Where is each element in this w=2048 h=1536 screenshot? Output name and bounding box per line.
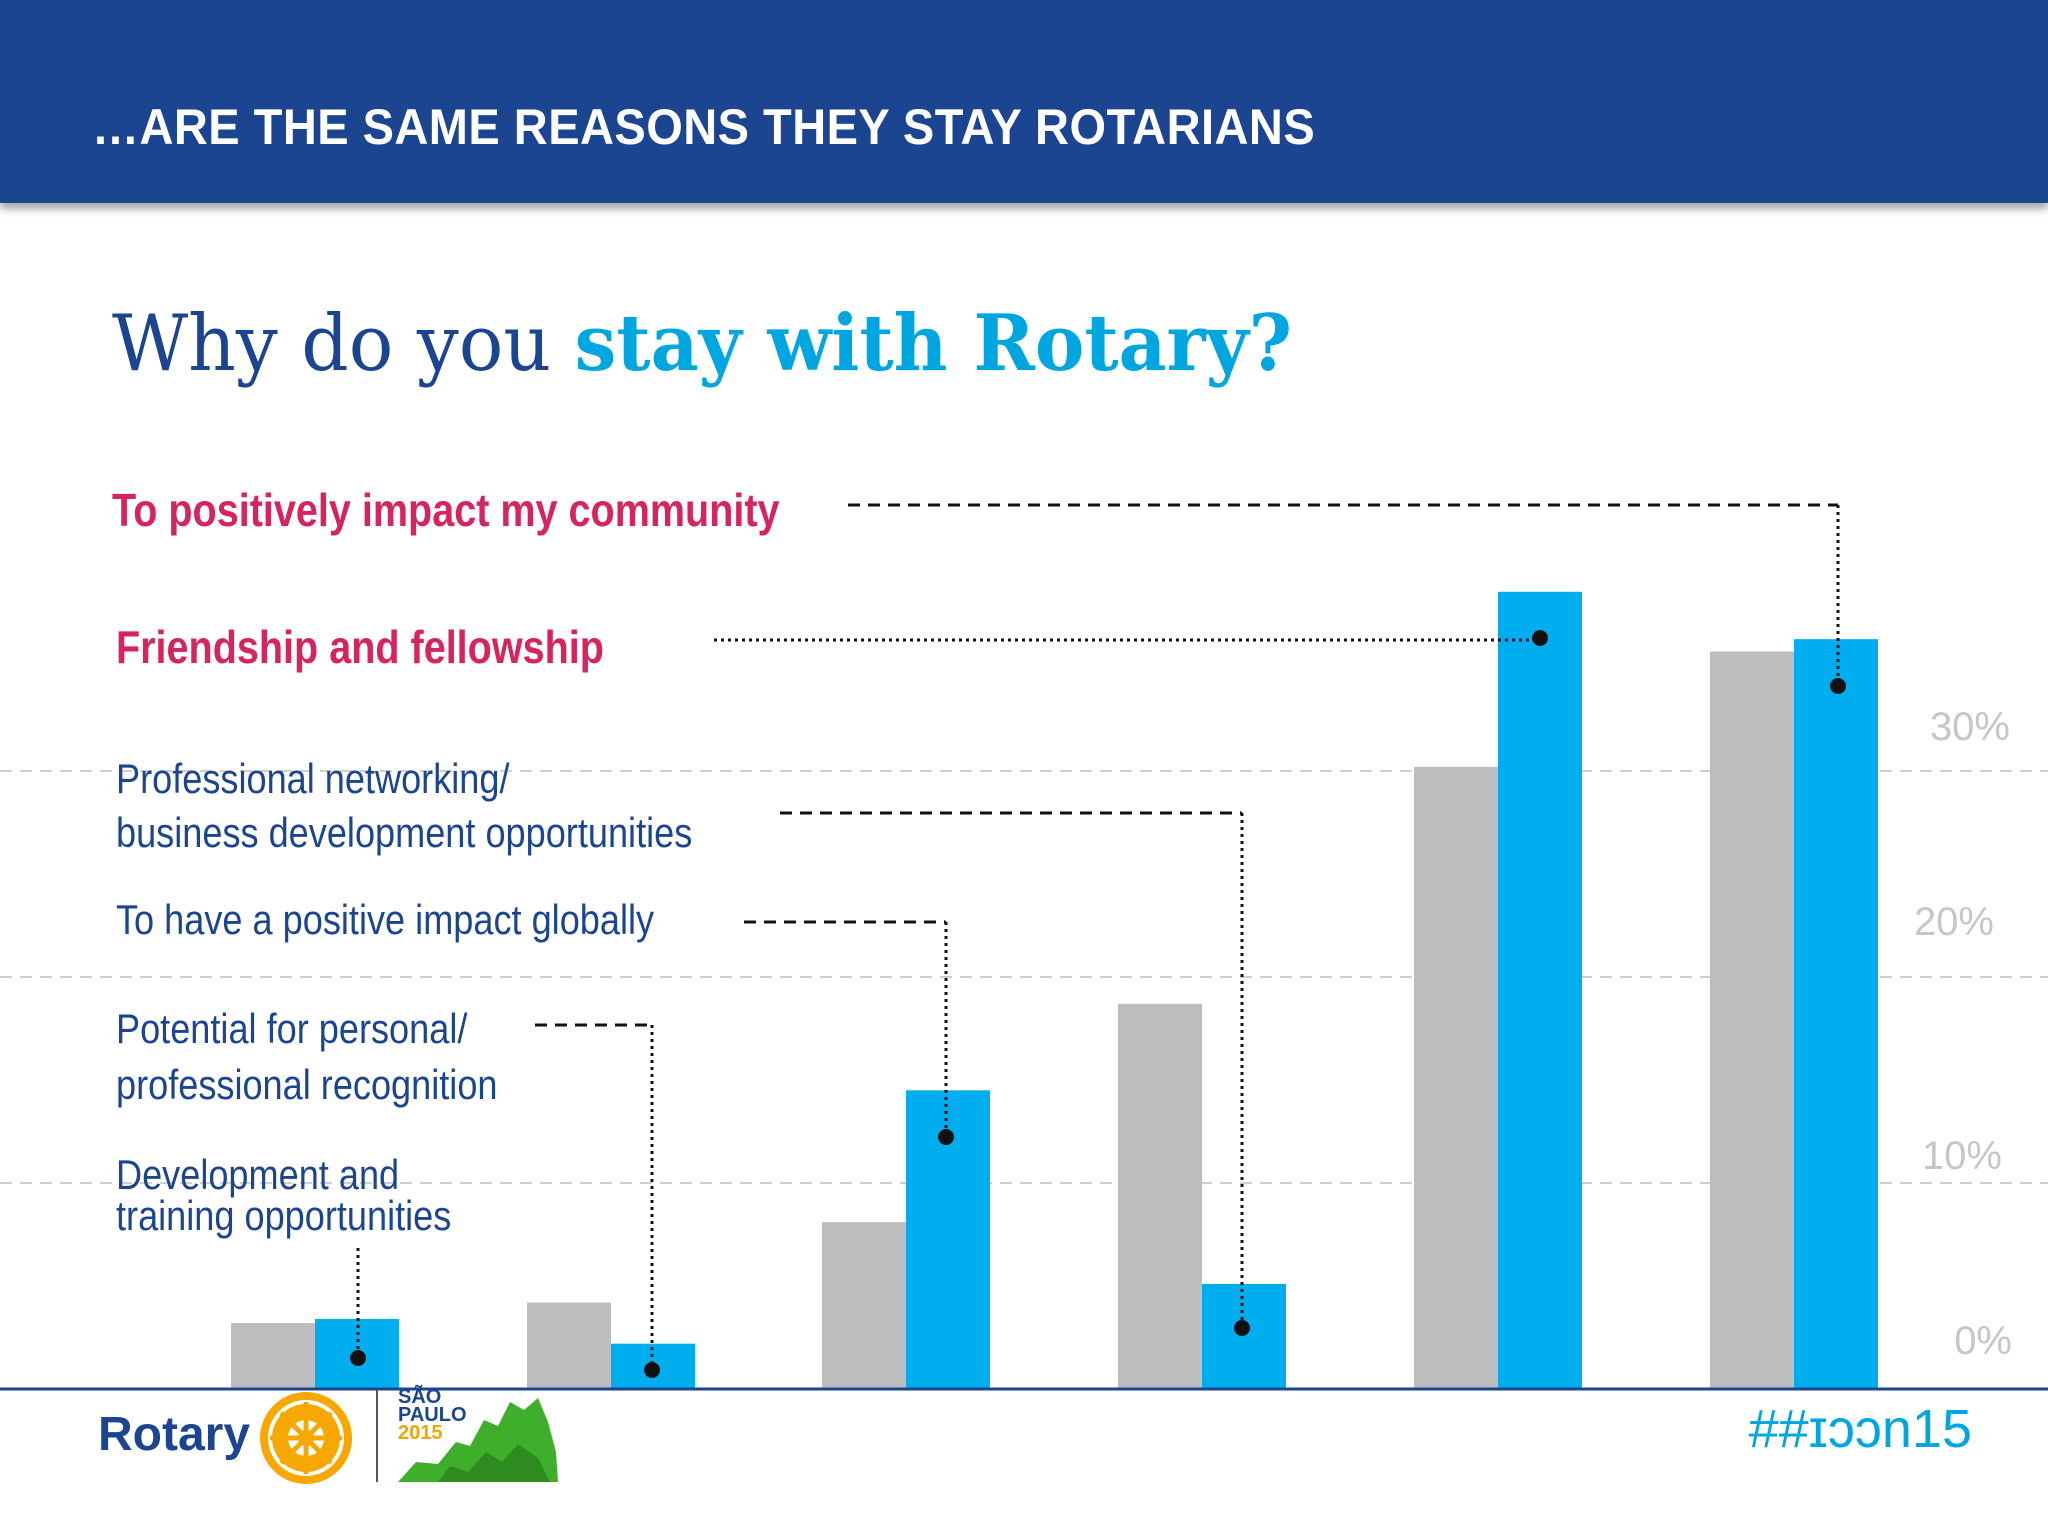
label-development-line2: training opportunities [116,1192,452,1239]
header-title: …ARE THE SAME REASONS THEY STAY ROTARIAN… [92,99,1316,155]
convention-line1: SÃO [398,1386,442,1408]
rotary-logo-text: Rotary [98,1408,251,1461]
header-bar: …ARE THE SAME REASONS THEY STAY ROTARIAN… [0,0,2048,203]
convention-year: 2015 [398,1422,443,1444]
connector-community-dot [1830,678,1846,694]
bar-blue [1202,1283,1286,1389]
convention-logo-text: SÃO PAULO 2015 [398,1386,467,1444]
connector-friendship-dot [1532,630,1548,646]
bar-gray [1414,766,1498,1389]
label-recognition-line1: Potential for personal/ [116,1005,468,1052]
slide-title: Why do you stay with Rotary? [112,298,1292,389]
connector-recognition-dot [644,1362,660,1378]
bar-gray [231,1323,315,1389]
bar-gray [1710,651,1794,1389]
footer-divider [376,1390,378,1482]
slide-title-part1: Why do you [112,299,575,389]
convention-line2: PAULO [398,1404,467,1426]
connector-development-dot [350,1350,366,1366]
bar-gray [822,1222,906,1389]
bar-gray [1118,1003,1202,1389]
y-tick-label: 20% [1914,900,1994,944]
label-development-line1: Development and [116,1151,400,1198]
label-global: To have a positive impact globally [116,896,655,943]
bar-gray [527,1302,611,1389]
hashtag: ##ɪɔɔn15 [1748,1399,1972,1459]
slide-title-part2: stay with Rotary? [574,298,1293,389]
bar-blue [1794,639,1878,1389]
label-networking-line2: business development opportunities [116,809,693,856]
label-community: To positively impact my community [112,484,780,536]
rotary-wheel-icon [260,1392,352,1484]
y-tick-label: 10% [1922,1134,2002,1178]
connector-global-dot [938,1129,954,1145]
y-tick-label: 0% [1954,1319,2012,1363]
convention-figures-icon [398,1398,558,1482]
y-tick-label: 30% [1930,705,2010,749]
label-networking-line1: Professional networking/ [116,755,510,802]
connector-networking-dot [1234,1320,1250,1336]
label-recognition-line2: professional recognition [116,1061,498,1108]
label-friendship: Friendship and fellowship [116,621,604,673]
bar-blue [1498,591,1582,1389]
